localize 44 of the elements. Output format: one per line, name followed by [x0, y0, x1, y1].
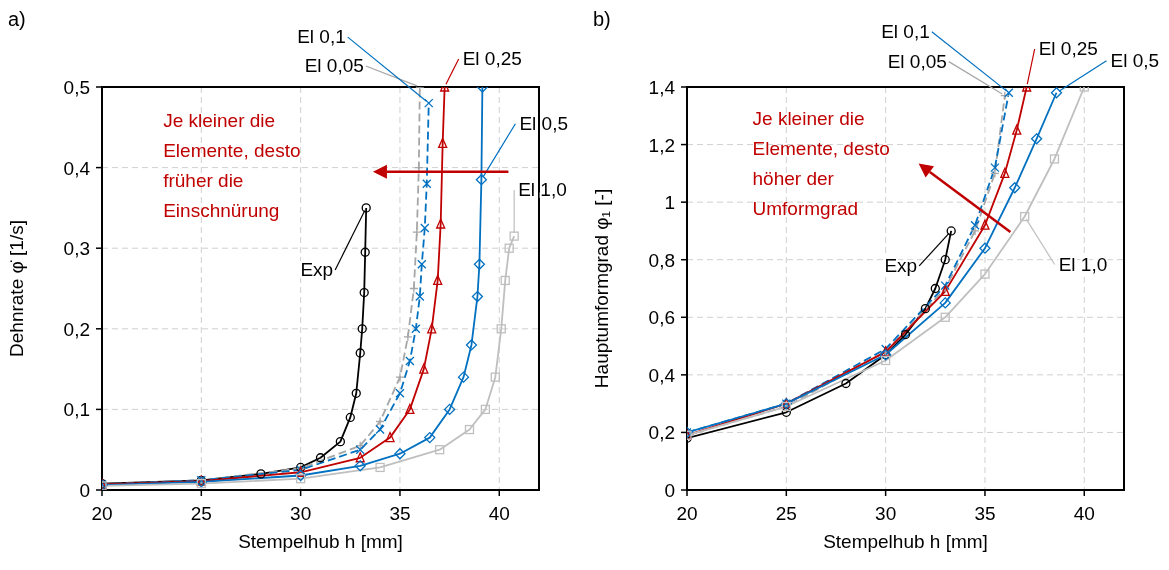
- y-tick-label: 0,1: [63, 399, 90, 421]
- y-tick-label: 1: [664, 192, 675, 214]
- text: El 0,05: [887, 50, 947, 72]
- text: El 0,1: [297, 26, 346, 48]
- y-tick-label: 0,6: [648, 307, 675, 329]
- x-tick-label: 20: [676, 503, 698, 524]
- y-tick-label: 1,2: [648, 134, 675, 156]
- chart-title: b): [593, 8, 611, 31]
- x-tick-label: 40: [1073, 503, 1095, 524]
- y-tick-label: 0,4: [63, 157, 91, 179]
- y-tick-label: 0,5: [63, 77, 90, 98]
- x-tick-label: 30: [290, 503, 312, 524]
- y-axis-title: Hauptumformgrad φ₁ [-]: [590, 188, 612, 389]
- text: El 0,5: [1110, 49, 1160, 71]
- annotation: Je kleiner die Elemente, desto früher die Einschnürung: [163, 110, 301, 222]
- x-tick-label: 40: [488, 503, 510, 524]
- y-tick-label: 0,2: [63, 318, 90, 340]
- series-label: El 1,0: [518, 179, 567, 201]
- x-tick-label: 20: [91, 503, 113, 524]
- y-axis-title: Dehnrate φ̇ [1/s]: [5, 220, 27, 357]
- x-axis-title: Stempelhub h [mm]: [238, 531, 403, 552]
- y-tick-label: 0: [664, 480, 675, 501]
- y-tick-label: 0,3: [63, 238, 90, 260]
- y-tick-label: 0: [79, 480, 90, 501]
- text: El 1,0: [1058, 253, 1108, 275]
- x-tick-label: 25: [190, 503, 212, 524]
- text: El 0,1: [881, 20, 930, 42]
- series-label: Exp: [884, 254, 918, 276]
- x-tick-label: 35: [974, 503, 996, 524]
- x-tick-label: 35: [389, 503, 411, 524]
- series-label: El 0,5: [519, 112, 568, 134]
- series-label: El 0,25: [1038, 38, 1098, 59]
- y-tick-label: 0,2: [648, 422, 675, 444]
- y-tick-label: 0,4: [648, 364, 676, 386]
- text: El 0,05: [304, 55, 364, 76]
- annotation: Je kleiner die Elemente, desto höher der Umformgrad: [752, 108, 890, 220]
- y-tick-label: 1,4: [648, 77, 676, 98]
- x-tick-label: 25: [775, 503, 797, 524]
- chart-title: a): [8, 8, 26, 31]
- x-tick-label: 30: [875, 503, 897, 524]
- legend-label: El 0,25: [462, 48, 522, 69]
- series-label: Exp: [300, 258, 334, 280]
- y-tick-label: 0,8: [648, 249, 675, 271]
- x-axis-title: Stempelhub h [mm]: [823, 531, 988, 552]
